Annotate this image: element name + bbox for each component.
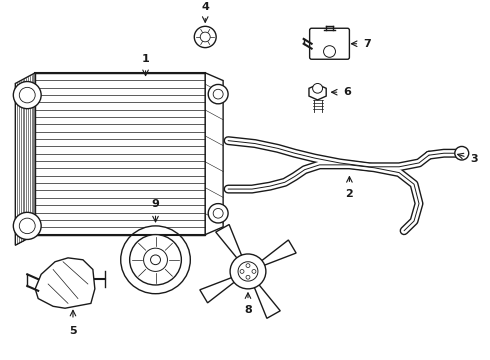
- Text: 3: 3: [471, 154, 478, 164]
- Circle shape: [150, 255, 161, 265]
- Polygon shape: [200, 275, 240, 303]
- Circle shape: [200, 32, 210, 42]
- Text: 2: 2: [345, 189, 353, 199]
- Polygon shape: [251, 279, 280, 318]
- Circle shape: [246, 264, 250, 267]
- Polygon shape: [309, 85, 326, 100]
- Circle shape: [252, 270, 256, 273]
- Circle shape: [230, 254, 266, 289]
- Polygon shape: [35, 258, 95, 308]
- Text: 9: 9: [151, 199, 159, 210]
- Circle shape: [195, 26, 216, 48]
- Circle shape: [208, 85, 228, 104]
- FancyBboxPatch shape: [310, 28, 349, 59]
- Circle shape: [313, 84, 322, 93]
- Text: 5: 5: [69, 326, 77, 336]
- Circle shape: [323, 46, 336, 57]
- Text: 1: 1: [142, 54, 149, 64]
- Circle shape: [455, 147, 469, 160]
- Circle shape: [121, 226, 190, 294]
- Text: 8: 8: [244, 305, 252, 315]
- Circle shape: [213, 89, 223, 99]
- Circle shape: [238, 262, 258, 281]
- Circle shape: [13, 212, 41, 239]
- Circle shape: [19, 87, 35, 103]
- Polygon shape: [216, 225, 245, 264]
- Circle shape: [240, 270, 244, 273]
- Polygon shape: [256, 240, 296, 268]
- Bar: [35, 73, 205, 235]
- Text: 7: 7: [363, 39, 371, 49]
- Polygon shape: [15, 73, 35, 245]
- Circle shape: [130, 235, 181, 285]
- Text: 6: 6: [343, 87, 351, 97]
- Circle shape: [19, 218, 35, 234]
- Circle shape: [213, 208, 223, 218]
- Circle shape: [13, 81, 41, 109]
- Polygon shape: [205, 73, 223, 235]
- Circle shape: [144, 248, 168, 271]
- Text: 4: 4: [201, 2, 209, 12]
- Circle shape: [246, 275, 250, 279]
- Circle shape: [208, 204, 228, 223]
